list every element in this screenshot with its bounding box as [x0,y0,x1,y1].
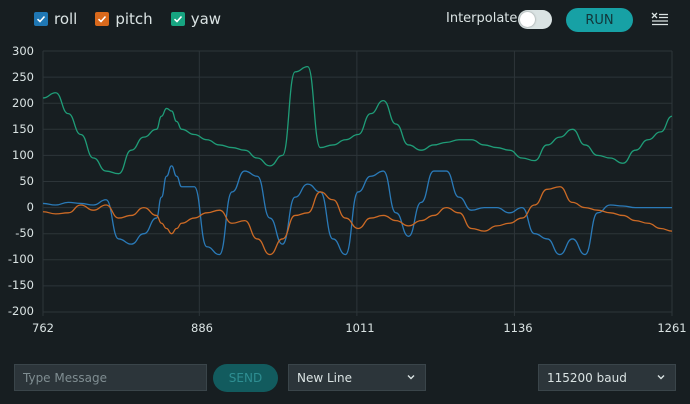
series-pitch-line [42,186,673,256]
y-tick: 150 [12,122,34,136]
x-tick: 1011 [345,321,375,335]
x-tick: 1261 [657,321,687,335]
baud-rate-value: 115200 baud [547,370,627,385]
legend-item-roll[interactable]: roll [34,10,77,28]
legend: roll pitch yaw [34,10,221,28]
run-button[interactable]: RUN [566,8,633,32]
line-ending-value: New Line [297,370,352,385]
legend-label-pitch: pitch [115,10,153,28]
check-icon [36,15,46,23]
legend-label-yaw: yaw [190,10,222,28]
top-toolbar: roll pitch yaw Interpolate RUN [0,0,690,40]
y-tick: 0 [26,200,34,214]
baud-rate-select[interactable]: 115200 baud [538,364,676,391]
y-tick: 250 [12,70,34,84]
legend-item-yaw[interactable]: yaw [170,10,222,28]
y-tick: -50 [15,226,34,240]
roll-checkbox[interactable] [34,12,48,26]
y-tick: 200 [12,96,34,110]
x-tick: 1136 [503,321,533,335]
message-input[interactable] [14,364,207,391]
y-tick: 50 [19,174,34,188]
chevron-down-icon [407,375,415,380]
interpolate-toggle[interactable] [518,10,552,29]
chevron-down-icon [657,375,665,380]
series-roll-line [42,165,672,256]
interpolate-label: Interpolate [446,11,518,26]
legend-label-roll: roll [54,10,78,28]
y-tick: -100 [7,252,34,266]
check-icon [173,15,182,23]
line-ending-select[interactable]: New Line [288,364,426,391]
toggle-knob [520,12,535,27]
y-tick: 100 [12,148,34,162]
yaw-checkbox[interactable] [170,12,185,26]
check-icon [98,15,107,23]
send-button[interactable]: SEND [213,364,278,392]
pitch-checkbox[interactable] [95,12,110,26]
x-tick: 886 [191,321,213,335]
legend-item-pitch[interactable]: pitch [95,10,153,28]
clear-list-icon[interactable] [651,11,669,29]
y-tick: -200 [7,304,34,318]
y-tick: -150 [7,278,34,292]
y-tick: 300 [12,44,34,58]
x-tick: 762 [32,321,54,335]
series-yaw-line [42,66,673,175]
